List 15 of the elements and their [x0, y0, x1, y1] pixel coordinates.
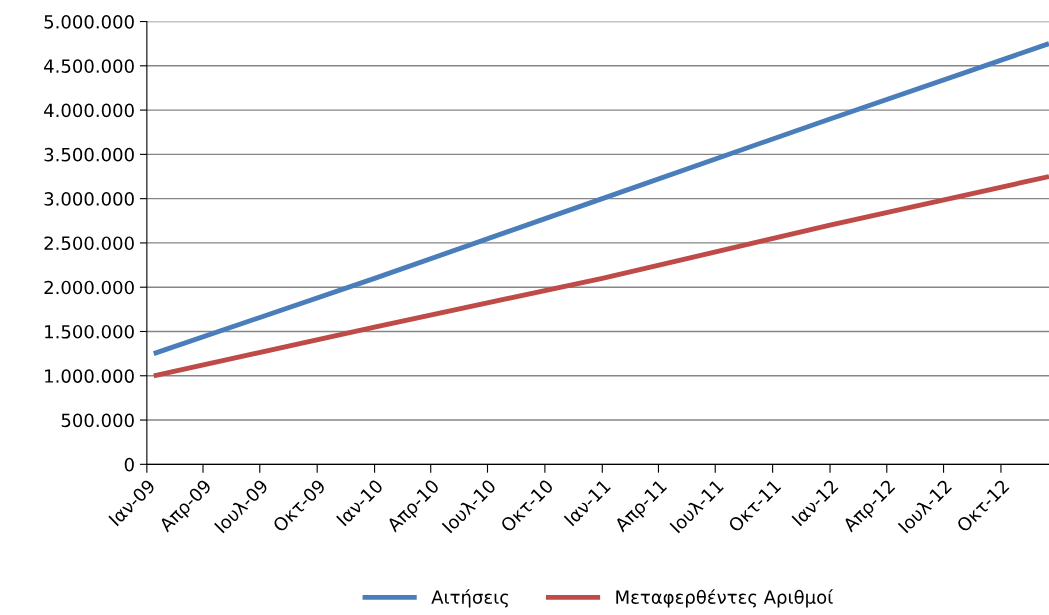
- legend-label: Αιτήσεις: [431, 589, 509, 608]
- y-tick-label: 1.500.000: [45, 324, 134, 339]
- line-series: [151, 174, 1049, 379]
- y-tick-label: 4.500.000: [44, 59, 134, 73]
- legend-label: Μεταφερθέντες Αριθμοί: [616, 589, 834, 608]
- y-tick-label: 1.000.000: [45, 369, 134, 383]
- y-tick-label: 2.000.000: [44, 280, 134, 295]
- line-series: [151, 41, 1049, 357]
- y-tick-label: 2.500.000: [44, 236, 134, 251]
- y-tick-label: 0: [124, 457, 134, 472]
- y-tick-label: 3.000.000: [44, 192, 134, 206]
- y-tick-label: 4.000.000: [44, 103, 134, 118]
- y-tick-label: 5.000.000: [44, 14, 134, 29]
- y-tick-label: 500.000: [61, 413, 134, 428]
- y-tick-label: 3.500.000: [44, 147, 134, 162]
